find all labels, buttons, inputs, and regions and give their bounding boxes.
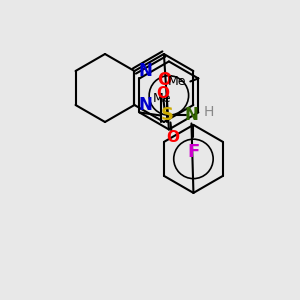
Text: S: S: [161, 106, 174, 124]
Text: N: N: [138, 96, 152, 114]
Text: H: H: [203, 105, 214, 119]
Text: Me: Me: [168, 75, 186, 88]
Text: O: O: [156, 86, 169, 101]
Text: O: O: [157, 71, 171, 89]
Text: F: F: [187, 143, 200, 161]
Text: Me: Me: [152, 92, 171, 104]
Text: O: O: [166, 130, 179, 145]
Text: N: N: [184, 106, 198, 124]
Text: N: N: [138, 62, 152, 80]
